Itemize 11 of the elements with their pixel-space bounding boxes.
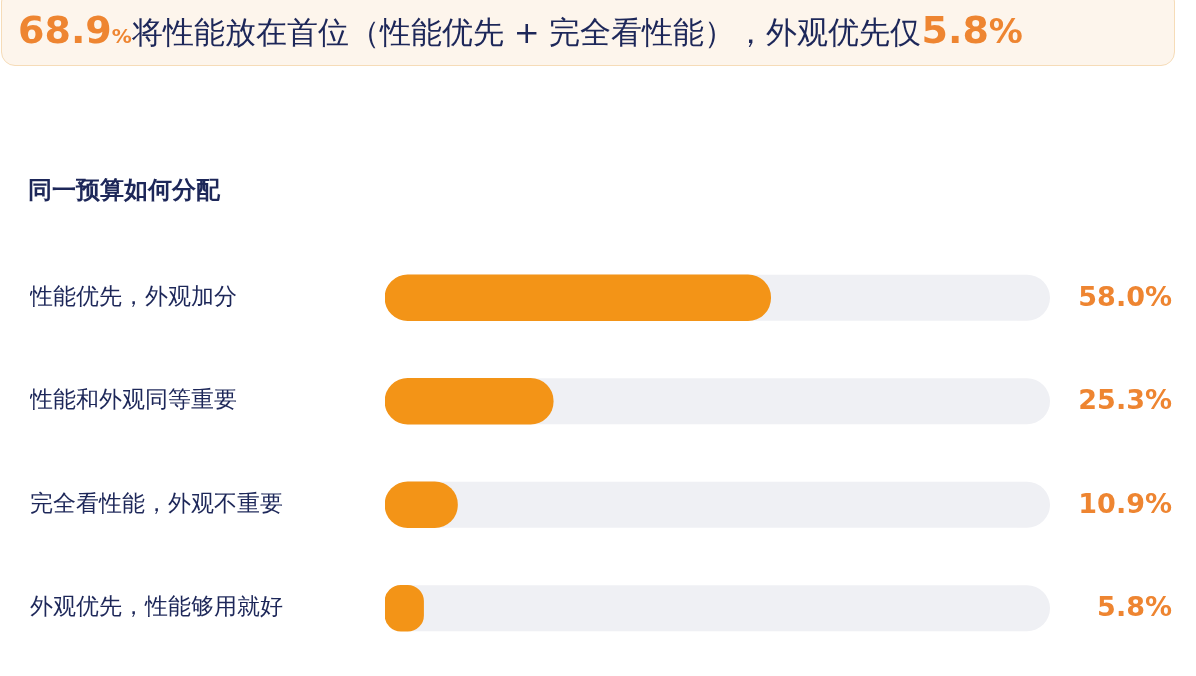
y-tick-label: 性能和外观同等重要 xyxy=(29,386,237,413)
y-tick-label: 完全看性能，外观不重要 xyxy=(30,489,283,516)
bar xyxy=(385,377,554,425)
data-label: 25.3% xyxy=(1078,384,1172,416)
data-label: 58.0% xyxy=(1078,280,1172,312)
data-label: 5.8% xyxy=(1097,591,1172,623)
text: 同一预算如何分配 xyxy=(28,175,220,206)
text: 68.9%将性能放在首位（性能优先 + 完全看性能），外观优先仅5.8% xyxy=(18,8,1023,52)
data-label: 10.9% xyxy=(1078,487,1172,519)
y-tick-label: 性能优先，外观加分 xyxy=(29,282,237,309)
y-tick-label: 外观优先，性能够用就好 xyxy=(30,593,283,620)
